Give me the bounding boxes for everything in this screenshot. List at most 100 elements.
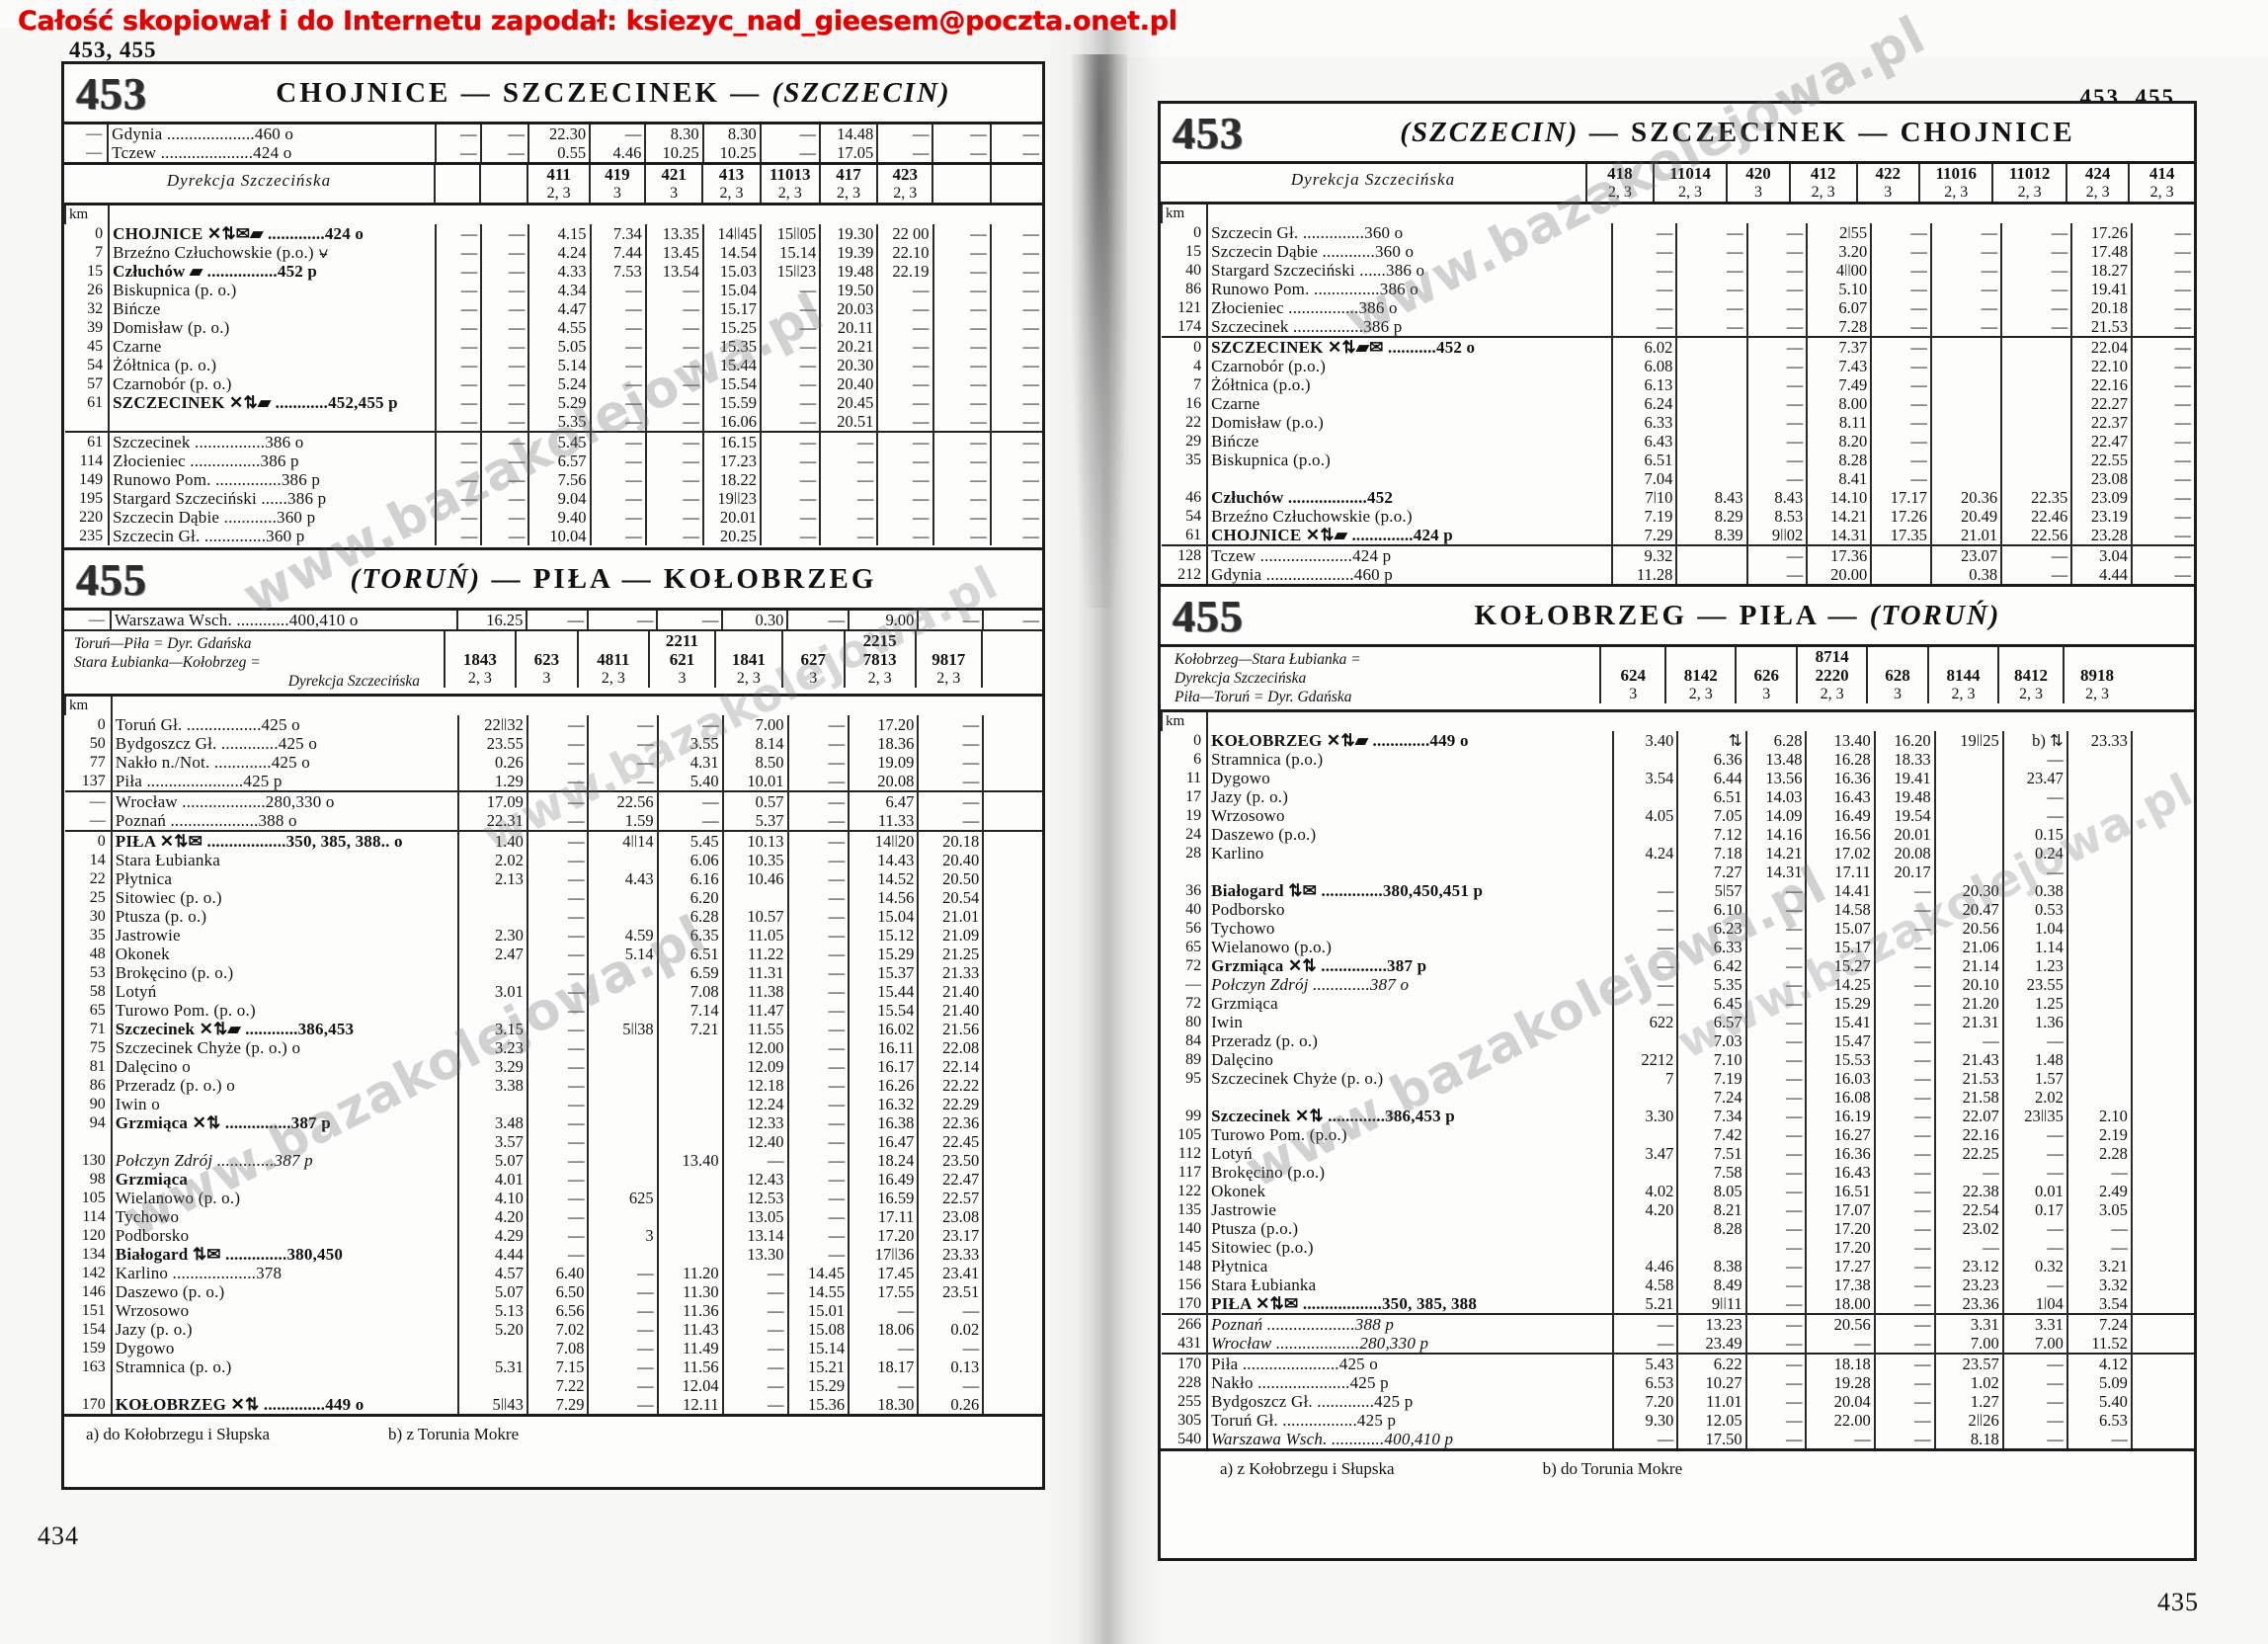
timetable-row: 114 Złocieniec ................386 p — —6.5…	[65, 452, 1042, 470]
time-cell: —	[1745, 223, 1808, 242]
time-cell: 7.49	[1806, 375, 1872, 394]
station-name-cell: Szczecin Gł. ..............360 o	[1206, 223, 1613, 242]
station-name-cell: CHOJNICE ✕⇅✉▰ .............424 o	[108, 224, 437, 243]
time-cell: —	[876, 452, 933, 470]
time-cell: 22.47	[2070, 432, 2132, 451]
station-name-cell: Brzeźno Człuchowskie (p.o.)	[1206, 507, 1613, 526]
time-cell: 0.55	[526, 143, 591, 162]
time-cell: 20.08	[1873, 844, 1935, 863]
time-cell	[1929, 413, 2002, 432]
time-cell: 7.03	[1676, 1031, 1746, 1050]
time-cell	[982, 1320, 1042, 1339]
time-cell: —	[1612, 1334, 1678, 1354]
table-455-direction-row: Toruń—Piła = Dyr. Gdańska Stara Łubianka…	[64, 629, 1042, 697]
timetable-row: 86 Przeradz (p. o.) o 3.38—12.18—16.26 22.2…	[65, 1076, 1042, 1095]
table-r455-main-grid: km 0 KOŁOBRZEG ✕⇅▰ .............449 o 3.40…	[1160, 712, 2194, 1448]
train-number-top	[714, 631, 782, 650]
time-cell	[1675, 413, 1747, 432]
time-cell: 17.20	[1805, 1238, 1875, 1257]
train-number: 8412	[1996, 666, 2065, 685]
time-cell: 0.24	[2001, 844, 2067, 863]
route-name-455-prefix: (TORUŃ)	[350, 562, 482, 595]
time-cell: —	[760, 489, 821, 508]
station-name-cell: Żółtnica (p.o.)	[1206, 375, 1613, 394]
time-cell	[982, 1113, 1042, 1132]
time-cell: —	[1870, 336, 1931, 357]
time-cell: —	[2131, 413, 2194, 432]
km-cell: 61	[87, 394, 104, 411]
time-cell: 3.31	[1933, 1313, 2003, 1334]
time-cell: 14.21	[1744, 844, 1807, 863]
time-cell: —	[786, 734, 850, 753]
time-cell: —	[786, 926, 850, 945]
time-cell	[982, 1264, 1042, 1282]
time-cell: —	[526, 830, 589, 851]
time-cell: —	[1745, 469, 1808, 488]
time-cell: 0.01	[2001, 1182, 2067, 1200]
time-cell: 20.51	[819, 412, 878, 432]
time-cell: 20.40	[819, 374, 878, 393]
time-cell	[2066, 806, 2132, 825]
time-cell	[2066, 1050, 2132, 1069]
timetable-row: 53 Brokęcino (p. o.) —6.59 11.31—15.37 21.33	[65, 963, 1042, 982]
timetable-row: 220 Szczecin Dąbie ............360 p — —9.4…	[65, 508, 1042, 527]
time-cell: 23.33	[2066, 731, 2132, 750]
station-name-cell: Człuchów ▰ ................452 p	[108, 262, 437, 281]
table-453-header-grid: 411 419 421 413 11013 417 423 2, 3 3 3 2, 3 2, 3 2, …	[433, 165, 1042, 203]
time-cell	[982, 851, 1042, 869]
time-cell: —	[589, 281, 646, 299]
time-cell: —	[656, 811, 723, 831]
time-cell: 14.48	[819, 124, 878, 143]
time-cell: 22.07	[1933, 1107, 2003, 1125]
timetable-row: 65 Wielanowo (p.o.) —6.33—15.17—21.06 1.14	[1162, 938, 2194, 956]
station-name-cell: Stramnica (p.o.)	[1206, 750, 1614, 769]
time-cell	[2130, 1294, 2194, 1314]
time-cell: 12.11	[656, 1395, 723, 1414]
time-cell: —	[1873, 1219, 1935, 1238]
time-cell: —	[1745, 336, 1808, 357]
table-453-direction-label: Dyrekcja Szczecińska	[166, 171, 332, 190]
time-cell	[456, 907, 527, 926]
time-cell	[1612, 863, 1678, 881]
timetable-row: 130 Połczyn Zdrój .............387 p 5.07—…	[65, 1151, 1042, 1170]
time-cell: 7.43	[1806, 357, 1872, 375]
time-cell: 11.55	[721, 1020, 788, 1038]
timetable-row: 121 Złocieniec ................386 o — — —6.…	[1162, 298, 2194, 317]
time-cell	[982, 1095, 1042, 1113]
train-class: 2, 3	[1918, 183, 1993, 202]
time-cell	[2066, 938, 2132, 956]
station-name-cell: Wielanowo (p.o.)	[1206, 938, 1614, 956]
time-cell: 1.59	[587, 811, 658, 831]
time-cell: 5.37	[721, 811, 788, 831]
time-cell: 16.19	[1805, 1107, 1875, 1125]
route-name-453: CHOJNICE — SZCZECINEK — (SZCZECIN)	[202, 77, 1042, 110]
time-cell: 8.53	[1745, 507, 1808, 526]
footnote-b-left: b) z Torunia Mokre	[388, 1425, 520, 1443]
timetable-row: 0 CHOJNICE ✕⇅✉▰ .............424 o — —4.15 7…	[65, 224, 1042, 243]
station-name-cell: Runowo Pom. ...............386 o	[1206, 280, 1613, 298]
time-cell: 6.06	[656, 851, 723, 869]
time-cell: —	[644, 412, 703, 432]
timetable-row: 7 Żółtnica (p.o.) 6.13—7.49—22.16—	[1162, 375, 2194, 394]
timetable-row: 154 Jazy (p. o.) 5.20 7.02—11.43—15.08 18.06…	[65, 1320, 1042, 1339]
time-cell: 15.08	[786, 1320, 850, 1339]
train-class: 2, 3	[714, 669, 782, 688]
time-cell: 7.10	[1676, 1050, 1746, 1069]
time-cell: —	[1744, 1050, 1807, 1069]
time-cell	[2130, 900, 2194, 919]
time-cell: 0.17	[2001, 1200, 2067, 1219]
km-label-r453: km	[1160, 205, 1208, 223]
time-cell	[1675, 432, 1747, 451]
time-cell: 5.21	[1612, 1294, 1678, 1314]
time-cell: 18.33	[1873, 750, 1935, 769]
time-cell: —	[644, 356, 703, 374]
time-cell: 3.04	[2070, 544, 2132, 565]
time-cell: 16.03	[1805, 1069, 1875, 1088]
timetable-row: 15 Szczecin Dąbie ............360 o — — —3.2…	[1162, 242, 2194, 261]
train-number-row: 411 419 421 413 11013 417 423	[433, 165, 1042, 184]
train-number	[989, 165, 1042, 184]
train-number: 424	[2065, 164, 2130, 183]
time-cell	[982, 1207, 1042, 1226]
timetable-row: 174 Szczecinek ................386 p — — —7.…	[1162, 317, 2194, 337]
time-cell: 17ǀǀ36	[848, 1245, 919, 1264]
